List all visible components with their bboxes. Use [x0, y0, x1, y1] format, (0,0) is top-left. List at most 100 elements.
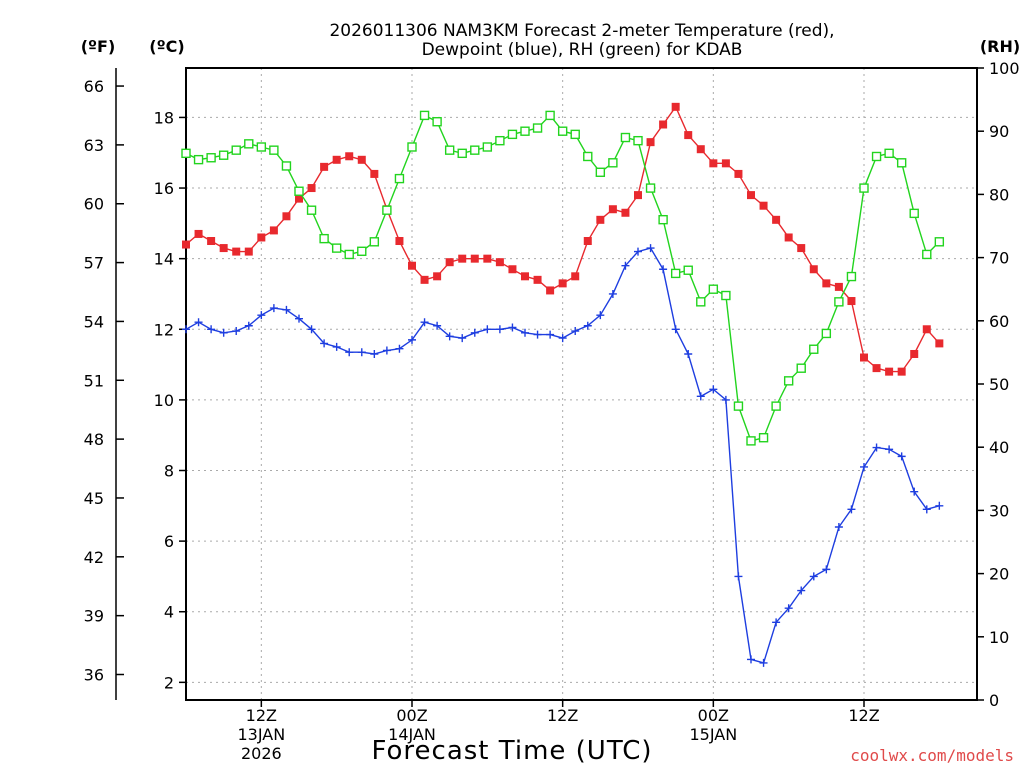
rh-axis: 0 10 20 30 40 50 60 70 80 90 100: [977, 59, 1020, 710]
celsius-tick-label: 10: [154, 391, 174, 410]
fahrenheit-tick-label: 51: [84, 371, 104, 390]
rh-point: [620, 132, 631, 143]
2-meter-temperature-point: [295, 194, 303, 203]
rh-point: [269, 145, 279, 155]
rh-point: [557, 126, 568, 136]
dewpoint-point: [232, 327, 241, 336]
2-meter-temperature-point: [734, 169, 743, 178]
dewpoint-point: [194, 318, 203, 327]
dewpoint-point: [571, 327, 580, 336]
2-meter-temperature-point: [659, 120, 668, 129]
time-tick-label: 12Z: [246, 706, 277, 725]
2-meter-temperature-point: [684, 131, 693, 140]
fahrenheit-tick-label: 42: [84, 548, 104, 567]
2-meter-temperature-point: [935, 339, 944, 348]
dewpoint-point: [521, 328, 529, 337]
2-meter-temperature-point: [634, 191, 642, 200]
dewpoint-point: [684, 349, 693, 358]
rh-point: [432, 117, 442, 127]
rh-point: [520, 126, 530, 136]
2-meter-temperature-point: [885, 367, 894, 376]
2-meter-temperature-point: [508, 265, 517, 274]
fahrenheit-unit-label: (ºF): [81, 37, 116, 56]
dewpoint-point: [596, 311, 605, 320]
dewpoint-point: [797, 586, 806, 595]
rh-point: [206, 153, 216, 163]
dewpoint-point: [219, 328, 228, 337]
2-meter-temperature-point: [784, 233, 793, 242]
dewpoint-point: [370, 349, 379, 358]
dewpoint-point: [495, 325, 504, 334]
rh-point: [419, 110, 430, 121]
time-tick-label: 00Z: [698, 706, 729, 725]
dewpoint-line: [185, 247, 940, 664]
rh-point: [357, 246, 367, 256]
rh-point: [444, 145, 455, 155]
2-meter-temperature-point: [182, 240, 190, 249]
celsius-axis: 2 4 6 8 10 12 14 16 18: [154, 108, 186, 692]
2-meter-temperature-point: [345, 152, 354, 161]
dewpoint-point: [470, 328, 479, 337]
rh-tick-label: 30: [989, 501, 1009, 520]
2-meter-temperature-point: [420, 275, 429, 284]
rh-point: [331, 243, 342, 253]
rh-point: [482, 142, 493, 152]
dewpoint-point: [634, 247, 642, 256]
rh-point: [294, 186, 304, 196]
rh-point: [256, 142, 267, 152]
time-tick-date: 14JAN: [388, 725, 436, 744]
2-meter-temperature-point: [571, 272, 580, 281]
2-meter-temperature-point: [860, 353, 868, 362]
rh-tick-label: 90: [989, 122, 1009, 141]
rh-point: [633, 135, 643, 146]
2-meter-temperature-point: [495, 258, 504, 267]
dewpoint-point: [320, 339, 329, 348]
2-meter-temperature-point: [445, 258, 454, 267]
celsius-tick-label: 12: [154, 320, 174, 339]
2-meter-temperature-point: [483, 254, 492, 263]
rh-point: [181, 148, 191, 159]
2-meter-temperature-point: [332, 155, 341, 164]
2-meter-temperature-point: [696, 145, 705, 154]
rh-unit-label: (RH): [980, 37, 1020, 56]
dewpoint-point: [583, 321, 592, 330]
rh-tick-label: 0: [989, 691, 999, 710]
credit-link[interactable]: coolwx.com/models: [850, 746, 1014, 765]
rh-point: [394, 173, 405, 184]
2-meter-temperature-point: [282, 212, 291, 221]
2-meter-temperature-point: [470, 254, 479, 263]
2-meter-temperature-point: [608, 205, 617, 214]
fahrenheit-tick-label: 54: [84, 312, 104, 331]
rh-point: [319, 233, 329, 244]
rh-point: [244, 139, 254, 149]
rh-point: [884, 148, 894, 159]
2-meter-temperature-point: [395, 237, 404, 246]
celsius-tick-label: 8: [164, 462, 174, 481]
dewpoint-point: [734, 572, 743, 581]
rh-point: [670, 268, 681, 279]
rh-tick-label: 20: [989, 565, 1009, 584]
rh-point: [369, 237, 380, 247]
rh-point: [721, 290, 731, 301]
rh-point: [796, 363, 806, 373]
dewpoint-point: [696, 392, 705, 401]
dewpoint-point: [822, 565, 831, 574]
2-meter-temperature-point: [721, 159, 730, 168]
2-meter-temperature-point: [307, 184, 316, 193]
dewpoint-point: [621, 261, 630, 270]
2-meter-temperature-point: [521, 272, 529, 281]
dewpoint-point: [382, 346, 391, 355]
dewpoint-point: [759, 658, 768, 667]
dewpoint-point: [922, 505, 931, 514]
rh-point: [859, 183, 869, 193]
rh-point: [708, 284, 719, 294]
2-meter-temperature-point: [207, 237, 216, 246]
dewpoint-point: [483, 325, 492, 334]
rh-point: [809, 344, 819, 354]
2-meter-temperature-point: [759, 201, 768, 210]
rh-point: [683, 265, 693, 275]
dewpoint-point: [935, 501, 944, 510]
celsius-tick-label: 4: [164, 603, 174, 622]
dewpoint-point: [244, 321, 253, 330]
